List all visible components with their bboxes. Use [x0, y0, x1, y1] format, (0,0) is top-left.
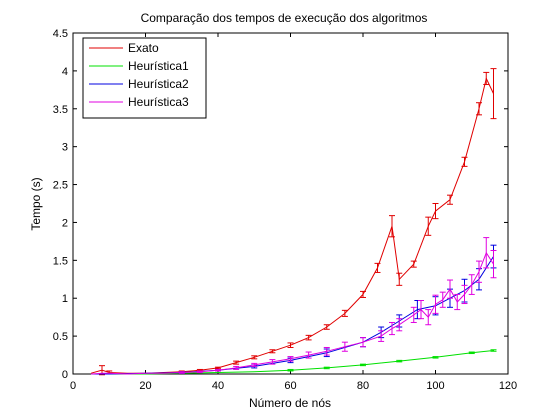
legend-label: Heurística2	[128, 77, 189, 91]
y-tick-label: 2.5	[53, 180, 68, 192]
legend-box	[82, 37, 207, 119]
x-tick-label: 120	[499, 380, 517, 392]
legend: Exato Heurística1 Heurística2 Heurística3	[82, 37, 207, 119]
chart-title: Comparação dos tempos de execução dos al…	[141, 11, 428, 25]
x-tick-label: 0	[70, 380, 76, 392]
y-tick-label: 4	[62, 66, 68, 78]
x-tick-label: 60	[284, 380, 296, 392]
y-tick-label: 0	[62, 369, 68, 381]
y-tick-label: 2	[62, 217, 68, 229]
y-axis-label: Tempo (s)	[29, 177, 43, 230]
y-tick-label: 0.5	[53, 331, 68, 343]
y-tick-label: 4.5	[53, 28, 68, 40]
y-tick-label: 3.5	[53, 104, 68, 116]
x-axis: 0 20 40 60 80 100 120	[70, 33, 517, 392]
legend-label: Exato	[128, 41, 159, 55]
series-2	[91, 349, 497, 375]
y-tick-label: 1.5	[53, 255, 68, 267]
x-tick-label: 80	[357, 380, 369, 392]
series-line	[91, 251, 494, 375]
x-axis-label: Número de nós	[249, 396, 331, 410]
y-tick-label: 3	[62, 142, 68, 154]
legend-label: Heurística1	[128, 59, 189, 73]
x-tick-label: 40	[212, 380, 224, 392]
y-axis: 0 0.5 1 1.5 2 2.5 3 3.5 4 4.5	[53, 28, 508, 381]
y-tick-label: 1	[62, 293, 68, 305]
x-tick-label: 100	[426, 380, 444, 392]
x-tick-label: 20	[139, 380, 151, 392]
legend-label: Heurística3	[128, 95, 189, 109]
series-layer	[90, 68, 497, 376]
series-4	[91, 237, 497, 375]
